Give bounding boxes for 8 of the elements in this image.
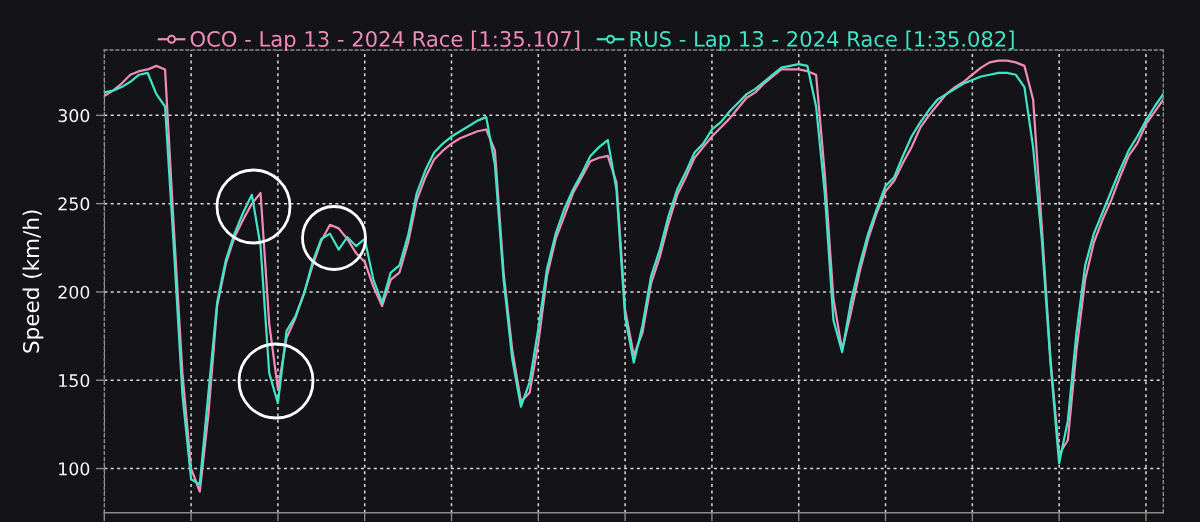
y-tick-label: 150 <box>59 373 90 388</box>
y-tick-label: 100 <box>59 462 90 476</box>
y-tick-label: 300 <box>58 109 90 123</box>
legend-label: OCO - Lap 13 - 2024 Race [1:35.107] <box>190 30 580 52</box>
y-tick-label: 250 <box>58 197 90 211</box>
y-axis-title: Speed (km/h) <box>22 210 44 353</box>
y-tick-label: 200 <box>58 285 90 299</box>
legend-label: RUS - Lap 13 - 2024 Race [1:35.082] <box>630 30 1014 52</box>
